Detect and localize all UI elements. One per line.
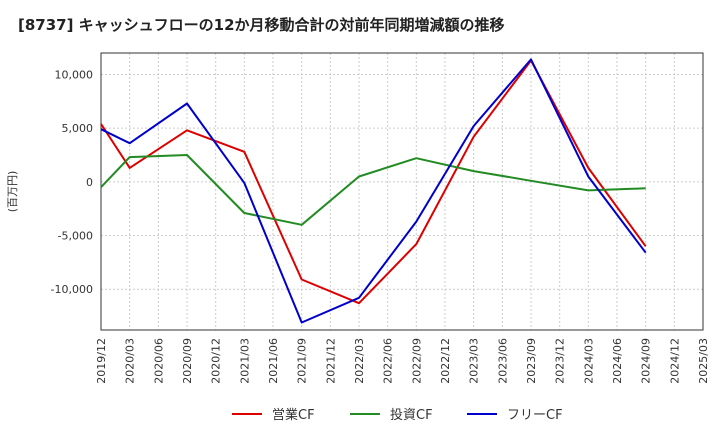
x-tick-label: 2023/12 xyxy=(554,338,567,384)
y-axis-label: (百万円) xyxy=(6,171,19,213)
x-tick-label: 2022/06 xyxy=(382,338,395,384)
x-tick-label: 2021/12 xyxy=(324,338,337,384)
x-tick-label: 2022/03 xyxy=(353,338,366,384)
x-tick-label: 2021/06 xyxy=(267,338,280,384)
legend-label: 投資CF xyxy=(390,407,433,423)
legend-label: 営業CF xyxy=(272,407,315,423)
x-tick-label: 2020/12 xyxy=(210,338,223,384)
x-tick-label: 2022/09 xyxy=(410,338,423,384)
x-tick-label: 2024/09 xyxy=(640,338,653,384)
y-tick-label: 5,000 xyxy=(62,122,94,135)
x-tick-label: 2024/12 xyxy=(668,338,681,384)
x-tick-label: 2023/03 xyxy=(468,338,481,384)
plot-frame xyxy=(100,52,704,331)
x-tick-label: 2024/06 xyxy=(611,338,624,384)
chart-title: [8737] キャッシュフローの12か月移動合計の対前年同期増減額の推移 xyxy=(18,16,505,34)
series-line-3 xyxy=(100,58,647,324)
x-tick-label: 2020/09 xyxy=(181,338,194,384)
x-tick-label: 2023/09 xyxy=(525,338,538,384)
plot-area xyxy=(101,53,703,330)
legend-label: フリーCF xyxy=(507,408,563,423)
x-tick-label: 2020/03 xyxy=(124,338,137,384)
x-tick-label: 2023/06 xyxy=(496,338,509,384)
x-tick-label: 2025/03 xyxy=(697,338,710,384)
series-line-2 xyxy=(100,154,646,226)
y-tick-label: -5,000 xyxy=(58,230,93,243)
x-tick-label: 2024/03 xyxy=(582,338,595,384)
x-tick-label: 2020/06 xyxy=(152,338,165,384)
x-tick-label: 2022/12 xyxy=(439,338,452,384)
y-tick-label: 10,000 xyxy=(55,68,94,81)
x-tick-label: 2021/03 xyxy=(238,338,251,384)
x-tick-label: 2021/09 xyxy=(296,338,309,384)
x-tick-label: 2019/12 xyxy=(95,338,108,384)
y-tick-label: -10,000 xyxy=(51,283,93,296)
y-tick-label: 0 xyxy=(86,176,93,189)
